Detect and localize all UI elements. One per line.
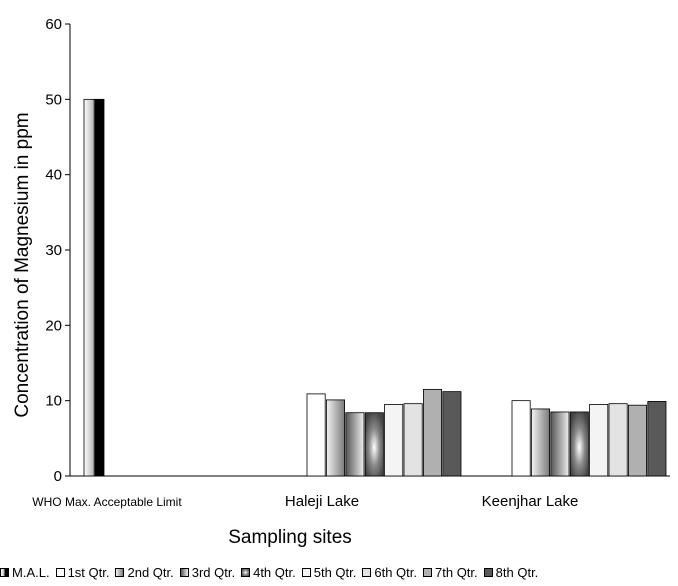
legend-item: 6th Qtr. [362,565,417,580]
x-category-label: Haleji Lake [285,493,359,510]
legend: M.A.L. 1st Qtr. 2nd Qtr. 3rd Qtr. 4th Qtr. 5t… [0,562,678,582]
legend-swatch [483,567,493,577]
y-axis-label: Concentration of Magnesium in ppm [12,112,33,417]
bar-7th-qtr- [628,404,648,477]
bar-6th-qtr- [403,403,423,477]
bar-4th-qtr- [364,412,384,477]
legend-label: 4th Qtr. [253,564,296,580]
bar-8th-qtr- [647,401,667,477]
legend-swatch [241,567,251,577]
legend-swatch [55,567,65,577]
bar-m-a-l- [83,98,105,477]
x-category-label: Keenjhar Lake [482,493,579,510]
legend-label: 5th Qtr. [313,564,357,580]
bar-2nd-qtr- [325,399,345,477]
y-tick-label: 40 [45,167,62,184]
bar-3rd-qtr- [345,412,365,477]
y-tick-label: 60 [45,16,62,33]
bars [83,98,667,477]
legend-item: 7th Qtr. [423,565,478,580]
bar-3rd-qtr- [550,411,570,477]
y-tick-label: 20 [45,317,62,334]
legend-item: 8th Qtr. [483,564,539,580]
bar-1st-qtr- [306,393,326,477]
x-axis-label: Sampling sites [228,527,352,548]
legend-label: M.A.L. [12,564,50,580]
bar-1st-qtr- [511,400,531,477]
legend-label: 6th Qtr. [374,564,418,580]
legend-swatch [423,567,433,577]
legend-swatch [301,567,311,577]
legend-swatch [362,567,372,577]
y-tick-label: 30 [45,242,62,259]
legend-label: 7th Qtr. [435,564,478,580]
y-tick-label: 0 [54,468,62,485]
legend-label: 2nd Qtr. [127,564,174,580]
legend-label: 3rd Qtr. [191,564,236,580]
legend-item: 3rd Qtr. [179,564,236,580]
legend-item: 2nd Qtr. [115,564,174,580]
y-tick-label: 50 [45,91,62,108]
bar-2nd-qtr- [531,408,551,477]
legend-label: 8th Qtr. [495,564,539,580]
legend-item: M.A.L. [0,565,50,580]
bar-8th-qtr- [442,391,462,477]
x-category-label: WHO Max. Acceptable Limit [32,495,182,509]
y-tick-label: 10 [45,393,62,410]
legend-swatch [115,567,125,577]
legend-swatch [179,567,189,577]
legend-item: 5th Qtr. [301,564,357,580]
bar-6th-qtr- [608,403,628,477]
bar-5th-qtr- [589,404,609,477]
axes: 0 10 20 30 40 50 60 WHO Max. Acceptable Limit Ha… [32,16,670,510]
legend-label: 1st Qtr. [67,564,110,580]
bar-4th-qtr- [569,411,589,477]
legend-swatch [0,567,9,577]
bar-5th-qtr- [384,404,404,477]
legend-item: 4th Qtr. [241,565,296,580]
legend-item: 1st Qtr. [55,564,110,580]
bar-7th-qtr- [422,388,442,477]
